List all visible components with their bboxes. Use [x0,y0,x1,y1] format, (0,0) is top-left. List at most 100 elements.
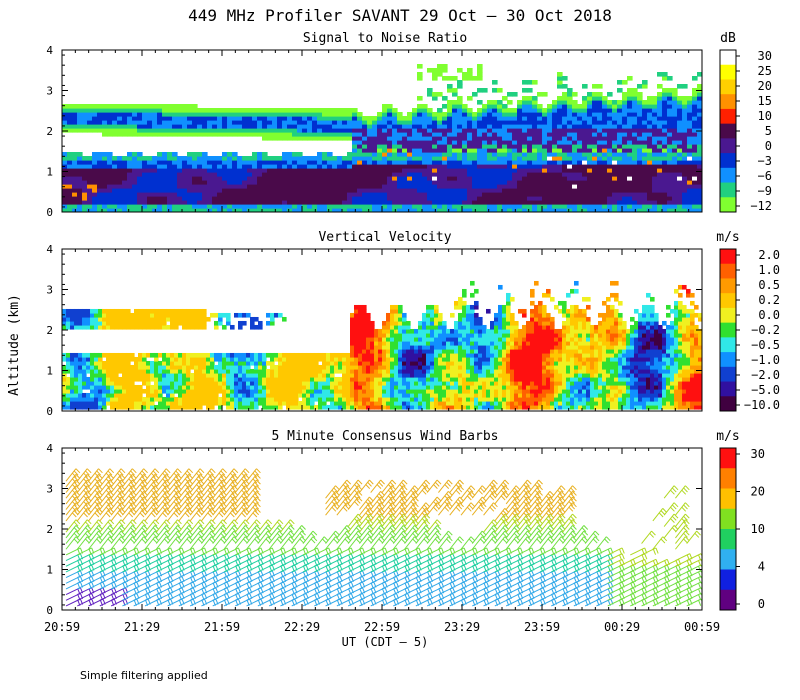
velocity-cell [362,372,367,378]
snr-cell [187,152,193,157]
snr-cell [167,124,173,129]
velocity-cell [90,312,95,318]
snr-cell [432,200,438,205]
velocity-cell [378,380,383,386]
snr-cell [182,208,188,212]
snr-cell [617,136,623,141]
snr-cell [497,172,503,177]
snr-cell [537,204,543,209]
snr-cell [247,184,253,189]
velocity-cell [258,372,263,378]
velocity-cell [366,312,371,318]
velocity-cell [306,364,311,370]
snr-cell [507,200,513,205]
snr-cell [547,112,553,117]
snr-cell [497,176,503,181]
snr-cell [467,108,473,113]
snr-cell [427,136,433,141]
snr-cell [687,200,693,205]
velocity-cell [134,388,139,394]
snr-cell [687,184,693,189]
snr-cell [307,168,313,173]
snr-cell [427,168,433,173]
snr-cell [687,144,693,149]
snr-cell [452,144,458,149]
snr-cell [647,176,653,181]
snr-cell [567,108,573,113]
snr-cell [312,160,318,165]
snr-cell [487,136,493,141]
snr-cell [632,168,638,173]
velocity-cell [190,324,195,330]
snr-cell [467,192,473,197]
snr-cell [292,180,298,185]
snr-cell [472,128,478,133]
snr-cell [447,184,453,189]
snr-cell [497,128,503,133]
snr-cell [102,104,108,109]
snr-cell [587,140,593,145]
snr-cell [77,180,83,185]
snr-cell [507,132,513,137]
snr-cell [527,128,533,133]
snr-cell [592,104,598,109]
snr-cell [477,136,483,141]
velocity-cell [302,400,307,406]
velocity-cell [78,388,83,394]
snr-cell [122,104,128,109]
snr-cell [487,144,493,149]
velocity-cell [234,352,239,358]
snr-cell [567,92,573,97]
snr-cell [652,168,658,173]
snr-cell [82,108,88,113]
snr-cell [237,132,243,137]
snr-cell [312,112,318,117]
snr-cell [362,208,368,212]
snr-cell [237,180,243,185]
velocity-cell [234,396,239,402]
snr-cell [147,204,153,209]
snr-cell [352,128,358,133]
snr-cell [612,140,618,145]
snr-cell [242,164,248,169]
velocity-cell [230,396,235,402]
velocity-cell [338,384,343,390]
snr-cell [472,208,478,212]
snr-cell [202,168,208,173]
snr-cell [162,124,168,129]
snr-cell [582,168,588,173]
velocity-cell [98,388,103,394]
velocity-cell [402,400,407,406]
snr-cell [252,184,258,189]
velocity-cell [94,352,99,358]
snr-cell [197,108,203,113]
velocity-cell [286,376,291,382]
snr-cell [462,104,468,109]
snr-cell [687,100,693,105]
snr-cell [462,112,468,117]
snr-cell [492,204,498,209]
snr-cell [662,124,668,129]
snr-cell [152,128,158,133]
snr-cell [362,156,368,161]
velocity-cell [354,304,359,310]
velocity-cell [386,388,391,394]
snr-cell [377,172,383,177]
snr-cell [512,184,518,189]
velocity-cell [154,392,159,398]
snr-cell [497,132,503,137]
velocity-cell [398,332,403,338]
snr-cell [337,120,343,125]
snr-cell [297,176,303,181]
snr-cell [607,92,613,97]
snr-cell [72,104,78,109]
snr-cell [87,180,93,185]
velocity-cell [174,352,179,358]
snr-cell [642,124,648,129]
snr-cell [482,144,488,149]
snr-cell [207,200,213,205]
snr-cell [642,80,648,85]
snr-cell [697,208,702,212]
snr-cell [447,112,453,117]
snr-cell [527,112,533,117]
